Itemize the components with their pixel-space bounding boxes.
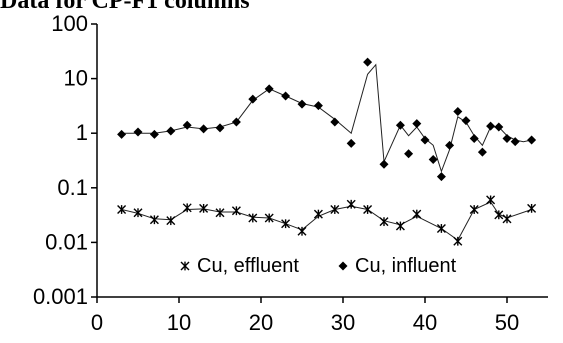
x-tick-label: 30: [331, 310, 355, 335]
trend-line-cu-effluent: [121, 201, 532, 241]
data-point-cu-influent: [412, 119, 422, 129]
data-point-cu-influent: [379, 159, 389, 169]
data-point-cu-influent: [395, 120, 405, 130]
data-point-cu-influent: [453, 106, 463, 116]
y-tick-label: 0.01: [45, 229, 88, 254]
data-point-cu-influent: [313, 101, 323, 111]
data-point-cu-effluent: [346, 199, 356, 209]
trend-line-cu-influent: [121, 63, 532, 173]
data-point-cu-effluent: [297, 226, 307, 236]
data-point-cu-effluent: [199, 203, 209, 213]
legend-marker-cu-influent: [338, 261, 348, 271]
y-tick-label: 100: [51, 11, 88, 36]
x-tick-label: 40: [413, 310, 437, 335]
x-tick-label: 50: [495, 310, 519, 335]
data-point-cu-influent: [117, 129, 127, 139]
y-tick-label: 1: [76, 120, 88, 145]
data-point-cu-effluent: [379, 217, 389, 227]
data-point-cu-effluent: [436, 223, 446, 233]
data-point-cu-effluent: [469, 205, 479, 215]
data-point-cu-influent: [215, 123, 225, 133]
data-point-cu-influent: [445, 140, 455, 150]
data-point-cu-effluent: [313, 209, 323, 219]
legend-label-cu-effluent: Cu, effluent: [197, 255, 299, 277]
data-point-cu-effluent: [527, 203, 537, 213]
x-tick-label: 0: [91, 310, 103, 335]
data-point-cu-influent: [281, 91, 291, 101]
data-point-cu-effluent: [395, 221, 405, 231]
data-point-cu-effluent: [215, 208, 225, 218]
data-point-cu-effluent: [133, 208, 143, 218]
data-point-cu-influent: [420, 135, 430, 145]
data-point-cu-influent: [428, 154, 438, 164]
data-point-cu-influent: [486, 121, 496, 131]
data-point-cu-influent: [502, 133, 512, 143]
data-point-cu-influent: [297, 99, 307, 109]
chart-title: Data for CP-F1 columns: [0, 0, 250, 14]
data-point-cu-influent: [248, 94, 258, 104]
data-point-cu-effluent: [149, 215, 159, 225]
y-tick-label: 0.1: [57, 175, 88, 200]
x-tick-label: 20: [249, 310, 273, 335]
y-tick-label: 10: [64, 66, 88, 91]
data-point-cu-influent: [469, 133, 479, 143]
data-point-cu-effluent: [330, 205, 340, 215]
data-point-cu-influent: [477, 147, 487, 157]
y-tick-label: 0.001: [33, 284, 88, 309]
data-point-cu-effluent: [231, 206, 241, 216]
data-point-cu-influent: [166, 126, 176, 136]
legend-label-cu-influent: Cu, influent: [355, 255, 457, 277]
data-point-cu-influent: [404, 149, 414, 159]
data-point-cu-influent: [436, 172, 446, 182]
data-point-cu-influent: [182, 120, 192, 130]
data-point-cu-effluent: [412, 209, 422, 219]
data-point-cu-influent: [231, 117, 241, 127]
data-point-cu-effluent: [486, 195, 496, 205]
data-point-cu-influent: [264, 84, 274, 94]
data-point-cu-effluent: [182, 203, 192, 213]
data-point-cu-influent: [199, 124, 209, 134]
data-point-cu-effluent: [248, 213, 258, 223]
data-point-cu-effluent: [494, 210, 504, 220]
x-tick-label: 10: [167, 310, 191, 335]
data-point-cu-effluent: [453, 236, 463, 246]
data-point-cu-influent: [461, 116, 471, 126]
data-point-cu-influent: [363, 57, 373, 67]
data-point-cu-influent: [149, 129, 159, 139]
data-point-cu-influent: [494, 122, 504, 132]
legend-marker-cu-effluent: [180, 261, 190, 271]
data-point-cu-influent: [510, 137, 520, 147]
data-point-cu-effluent: [117, 205, 127, 215]
data-point-cu-effluent: [166, 216, 176, 226]
data-point-cu-influent: [346, 138, 356, 148]
data-point-cu-effluent: [502, 214, 512, 224]
data-point-cu-effluent: [264, 213, 274, 223]
data-point-cu-influent: [527, 135, 537, 145]
data-point-cu-influent: [330, 117, 340, 127]
data-point-cu-effluent: [281, 219, 291, 229]
data-point-cu-effluent: [363, 205, 373, 215]
data-point-cu-influent: [133, 127, 143, 137]
